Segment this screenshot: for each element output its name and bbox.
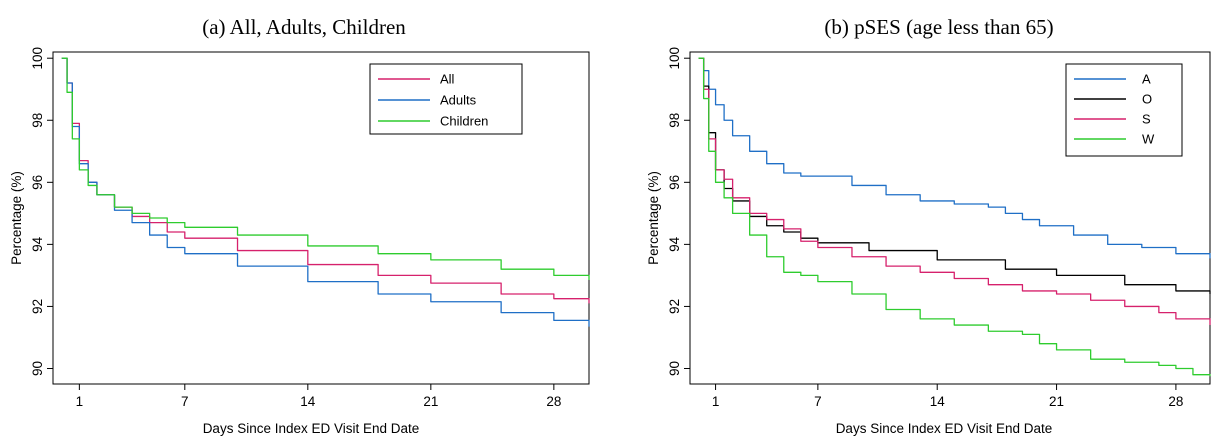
panel-b-plot-frame bbox=[689, 51, 1211, 385]
legend-label-o: O bbox=[1142, 92, 1152, 107]
panel-b-ticks: 1 7 14 21 28 90 92 94 96 98 100 bbox=[667, 47, 1183, 409]
panel-a: (a) All, Adults, Children Days Since Ind… bbox=[9, 15, 590, 436]
x-tick-label: 28 bbox=[546, 394, 561, 409]
y-tick-label: 94 bbox=[30, 236, 45, 252]
panel-b: (b) pSES (age less than 65) Days Since I… bbox=[646, 15, 1211, 436]
y-tick-label: 96 bbox=[667, 175, 682, 190]
legend-label-all: All bbox=[440, 72, 455, 87]
legend-label-w: W bbox=[1142, 132, 1155, 147]
y-tick-label: 94 bbox=[667, 236, 682, 252]
panel-a-y-axis-label: Percentage (%) bbox=[9, 171, 24, 265]
legend-label-children: Children bbox=[440, 114, 488, 129]
x-tick-label: 1 bbox=[76, 394, 84, 409]
y-tick-label: 92 bbox=[667, 299, 682, 314]
x-tick-label: 7 bbox=[181, 394, 189, 409]
panel-a-plot-frame bbox=[52, 51, 590, 385]
series-line-s bbox=[698, 57, 1211, 326]
legend-label-a: A bbox=[1142, 72, 1151, 87]
panel-a-x-axis-label: Days Since Index ED Visit End Date bbox=[203, 421, 420, 436]
panel-a-title: (a) All, Adults, Children bbox=[202, 15, 406, 39]
y-tick-label: 98 bbox=[30, 113, 45, 128]
x-tick-label: 21 bbox=[1049, 394, 1064, 409]
series-line-all bbox=[61, 57, 590, 304]
y-tick-label: 90 bbox=[667, 361, 682, 376]
y-tick-label: 96 bbox=[30, 175, 45, 190]
legend-label-adults: Adults bbox=[440, 93, 477, 108]
series-line-a bbox=[698, 57, 1211, 259]
panel-b-x-axis-label: Days Since Index ED Visit End Date bbox=[836, 421, 1053, 436]
x-tick-label: 14 bbox=[300, 394, 316, 409]
x-tick-label: 28 bbox=[1168, 394, 1183, 409]
series-line-children bbox=[61, 57, 590, 281]
y-tick-label: 98 bbox=[667, 113, 682, 128]
panel-b-title: (b) pSES (age less than 65) bbox=[824, 15, 1053, 39]
series-line-o bbox=[698, 57, 1211, 295]
x-tick-label: 21 bbox=[423, 394, 438, 409]
y-tick-label: 100 bbox=[667, 47, 682, 70]
panel-b-series bbox=[698, 57, 1211, 377]
y-tick-label: 90 bbox=[30, 361, 45, 376]
x-tick-label: 14 bbox=[930, 394, 946, 409]
panel-b-y-axis-label: Percentage (%) bbox=[646, 171, 661, 265]
x-tick-label: 1 bbox=[712, 394, 720, 409]
panel-b-legend-box bbox=[1065, 63, 1183, 157]
series-line-adults bbox=[61, 57, 590, 327]
panel-a-series bbox=[61, 57, 590, 327]
panel-a-legend: All Adults Children bbox=[369, 63, 523, 135]
panel-a-ticks: 1 7 14 21 28 90 92 94 96 98 100 bbox=[30, 47, 561, 409]
y-tick-label: 92 bbox=[30, 299, 45, 314]
legend-label-s: S bbox=[1142, 112, 1151, 127]
y-tick-label: 100 bbox=[30, 47, 45, 70]
series-line-w bbox=[698, 57, 1211, 377]
x-tick-label: 7 bbox=[814, 394, 822, 409]
panel-a-legend-box bbox=[369, 63, 523, 135]
